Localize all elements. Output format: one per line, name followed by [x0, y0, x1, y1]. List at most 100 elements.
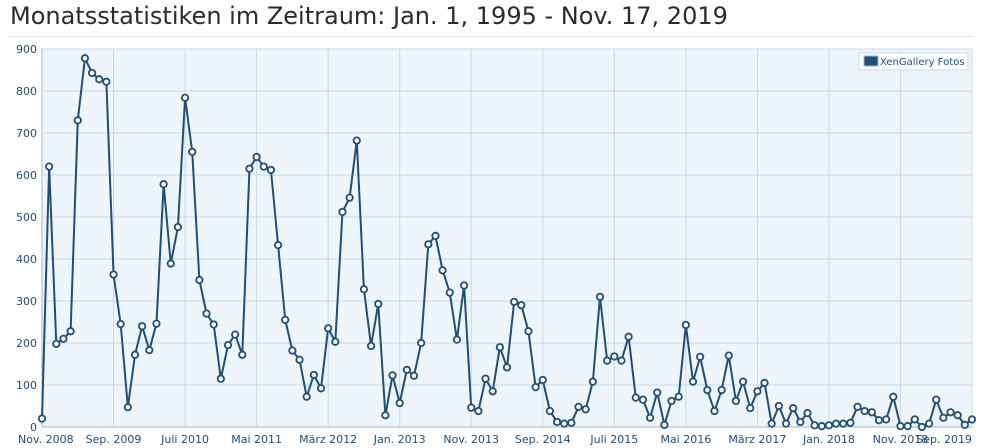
data-point[interactable] — [159, 180, 168, 189]
data-point[interactable] — [130, 350, 140, 359]
data-point[interactable] — [324, 324, 333, 333]
data-point[interactable] — [703, 385, 712, 395]
data-point[interactable] — [424, 240, 433, 249]
data-point[interactable] — [617, 356, 626, 365]
data-point[interactable] — [395, 398, 404, 408]
data-point[interactable] — [402, 365, 411, 374]
data-point[interactable] — [109, 270, 118, 279]
data-point[interactable] — [166, 259, 175, 268]
data-point[interactable] — [409, 371, 419, 380]
data-point[interactable] — [760, 378, 769, 387]
data-point[interactable] — [717, 385, 726, 395]
data-point[interactable] — [116, 319, 125, 329]
data-point[interactable] — [896, 422, 905, 431]
data-point[interactable] — [545, 406, 555, 416]
data-point[interactable] — [860, 406, 869, 416]
data-point[interactable] — [173, 222, 183, 232]
data-point[interactable] — [738, 377, 748, 386]
data-point[interactable] — [138, 322, 147, 331]
data-point[interactable] — [316, 384, 326, 393]
data-point[interactable] — [417, 338, 426, 348]
data-point[interactable] — [238, 350, 247, 359]
data-point[interactable] — [552, 417, 562, 427]
data-point[interactable] — [273, 241, 283, 250]
data-point[interactable] — [710, 406, 719, 416]
data-point[interactable] — [810, 421, 819, 430]
data-point[interactable] — [223, 340, 233, 350]
data-point[interactable] — [281, 315, 290, 324]
data-point[interactable] — [889, 392, 898, 401]
data-point[interactable] — [853, 402, 862, 411]
data-point[interactable] — [910, 415, 919, 424]
data-point[interactable] — [445, 288, 454, 297]
data-point[interactable] — [595, 292, 605, 301]
data-point[interactable] — [660, 420, 669, 429]
data-point[interactable] — [331, 337, 340, 346]
data-point[interactable] — [524, 327, 533, 336]
data-point[interactable] — [667, 396, 676, 406]
data-point[interactable] — [831, 419, 841, 428]
data-point[interactable] — [66, 327, 75, 336]
data-point[interactable] — [431, 231, 440, 240]
data-point[interactable] — [338, 207, 347, 217]
data-point[interactable] — [295, 355, 304, 364]
data-point[interactable] — [467, 403, 476, 412]
data-point[interactable] — [681, 320, 690, 330]
data-point[interactable] — [345, 193, 354, 202]
data-point[interactable] — [52, 339, 61, 348]
data-point[interactable] — [102, 77, 111, 86]
data-point[interactable] — [123, 403, 132, 412]
data-point[interactable] — [252, 152, 261, 162]
data-point[interactable] — [731, 396, 741, 406]
data-point[interactable] — [502, 363, 512, 372]
data-point[interactable] — [152, 319, 161, 328]
data-point[interactable] — [288, 346, 297, 355]
data-point[interactable] — [452, 335, 462, 344]
data-point[interactable] — [882, 415, 891, 424]
data-point[interactable] — [967, 415, 977, 424]
data-point[interactable] — [903, 422, 912, 431]
data-point[interactable] — [309, 370, 318, 380]
data-point[interactable] — [688, 377, 698, 386]
data-point[interactable] — [87, 68, 97, 78]
data-point[interactable] — [231, 330, 240, 339]
data-point[interactable] — [180, 93, 190, 102]
data-point[interactable] — [80, 54, 90, 63]
data-point[interactable] — [481, 374, 490, 383]
data-point[interactable] — [774, 401, 783, 411]
data-point[interactable] — [939, 413, 948, 422]
data-point[interactable] — [495, 343, 504, 352]
data-point[interactable] — [645, 413, 655, 422]
data-point[interactable] — [438, 266, 447, 275]
data-point[interactable] — [366, 341, 376, 351]
data-point[interactable] — [302, 392, 311, 401]
data-point[interactable] — [560, 419, 569, 428]
data-point[interactable] — [603, 356, 612, 365]
data-point[interactable] — [195, 275, 204, 285]
data-point[interactable] — [45, 162, 54, 171]
data-point[interactable] — [789, 403, 798, 413]
data-point[interactable] — [59, 334, 68, 343]
data-point[interactable] — [638, 395, 648, 404]
data-point[interactable] — [932, 395, 941, 404]
data-point[interactable] — [388, 371, 397, 380]
data-point[interactable] — [696, 352, 705, 361]
data-point[interactable] — [724, 351, 733, 360]
data-point[interactable] — [245, 164, 254, 173]
data-point[interactable] — [474, 406, 483, 416]
data-point[interactable] — [846, 418, 855, 427]
data-point[interactable] — [581, 405, 590, 414]
data-point[interactable] — [202, 309, 211, 318]
data-point[interactable] — [574, 402, 583, 411]
data-point[interactable] — [960, 420, 969, 429]
data-point[interactable] — [803, 409, 812, 418]
data-point[interactable] — [188, 147, 197, 156]
data-point[interactable] — [374, 299, 383, 309]
data-point[interactable] — [145, 346, 154, 355]
data-point[interactable] — [946, 408, 955, 417]
data-point[interactable] — [953, 411, 962, 420]
data-point[interactable] — [216, 374, 225, 383]
data-point[interactable] — [653, 388, 662, 397]
data-point[interactable] — [624, 332, 633, 341]
data-point[interactable] — [459, 281, 469, 290]
